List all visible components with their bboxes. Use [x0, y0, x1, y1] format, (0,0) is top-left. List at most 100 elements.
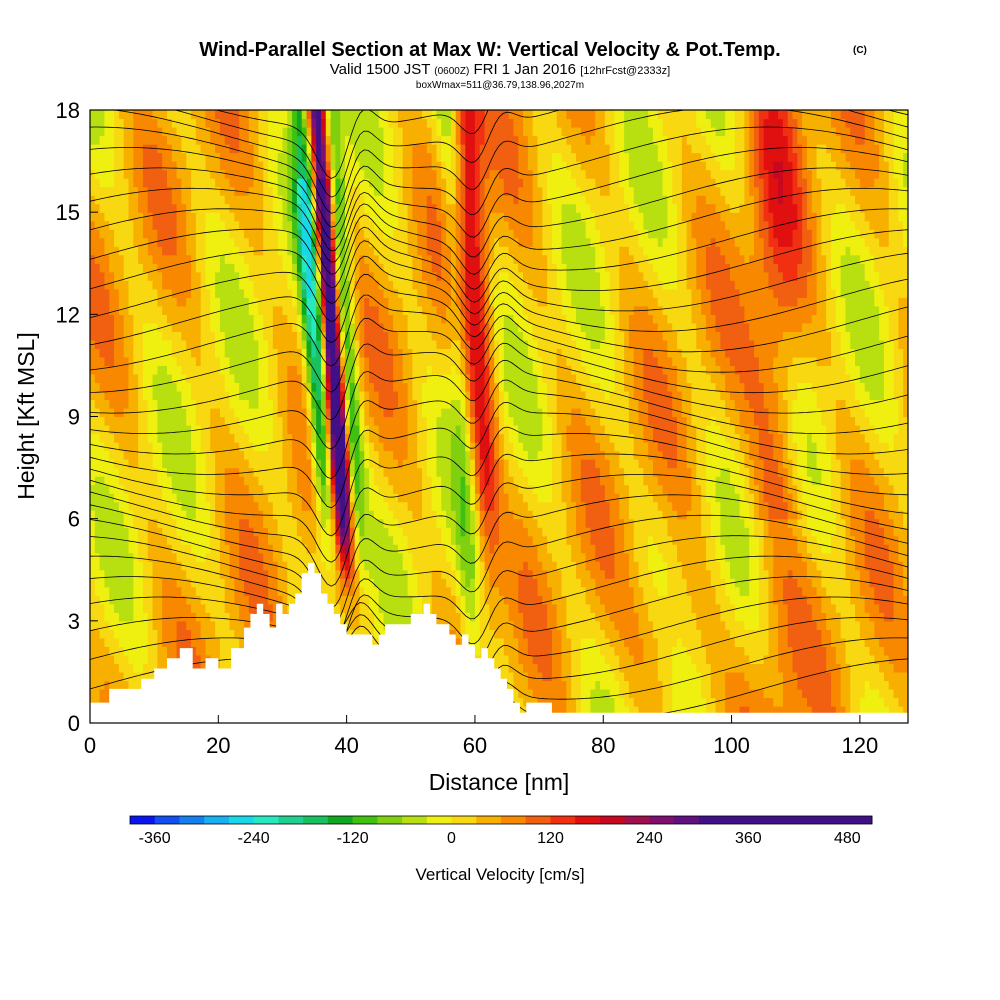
velocity-cell — [864, 688, 871, 699]
velocity-cell — [123, 518, 130, 528]
velocity-cell — [672, 603, 678, 613]
velocity-cell — [494, 561, 500, 571]
velocity-cell — [253, 501, 260, 511]
velocity-cell — [609, 501, 616, 511]
velocity-cell — [874, 603, 880, 613]
velocity-cell — [518, 629, 524, 639]
velocity-cell — [677, 654, 683, 664]
velocity-cell — [831, 697, 837, 707]
velocity-cell — [652, 569, 659, 579]
velocity-cell — [734, 493, 741, 503]
velocity-cell — [436, 561, 442, 571]
velocity-cell — [831, 654, 837, 664]
velocity-cell — [104, 629, 110, 639]
velocity-cell — [229, 535, 235, 545]
velocity-cell — [518, 484, 524, 494]
velocity-cell — [219, 544, 226, 554]
velocity-cell — [345, 535, 351, 545]
velocity-cell — [518, 518, 524, 528]
velocity-cell — [835, 586, 842, 596]
velocity-cell — [157, 569, 163, 579]
velocity-cell — [354, 467, 361, 477]
velocity-cell — [835, 493, 842, 503]
velocity-cell — [325, 578, 332, 588]
velocity-cell — [219, 646, 226, 656]
velocity-cell — [816, 629, 822, 639]
velocity-cell — [248, 544, 255, 554]
velocity-cell — [657, 697, 664, 707]
velocity-cell — [806, 501, 813, 511]
velocity-cell — [754, 612, 760, 622]
velocity-cell — [696, 544, 702, 554]
velocity-cell — [792, 612, 798, 622]
velocity-cell — [325, 561, 332, 571]
velocity-cell — [778, 705, 784, 716]
velocity-cell — [373, 561, 380, 571]
velocity-cell — [600, 578, 606, 588]
velocity-cell — [542, 484, 548, 494]
velocity-cell — [460, 535, 466, 545]
velocity-cell — [585, 476, 592, 486]
velocity-cell — [147, 544, 154, 554]
velocity-cell — [537, 637, 543, 647]
velocity-cell — [604, 637, 611, 647]
velocity-cell — [508, 629, 515, 639]
velocity-cell — [739, 697, 745, 707]
velocity-cell — [306, 510, 312, 520]
velocity-cell — [826, 697, 832, 707]
velocity-cell — [826, 612, 832, 622]
velocity-cell — [489, 646, 495, 656]
velocity-cell — [556, 705, 563, 716]
velocity-cell — [489, 612, 495, 622]
velocity-cell — [888, 620, 895, 630]
velocity-cell — [739, 595, 745, 605]
velocity-cell — [205, 561, 211, 571]
velocity-cell — [826, 578, 832, 588]
velocity-cell — [383, 603, 389, 613]
velocity-cell — [787, 493, 794, 503]
velocity-cell — [277, 527, 284, 537]
velocity-cell — [778, 518, 784, 528]
velocity-cell — [739, 561, 745, 571]
velocity-cell — [123, 612, 130, 622]
chart-subtitle: Valid 1500 JST (0600Z) FRI 1 Jan 2016 [1… — [330, 61, 670, 78]
velocity-cell — [739, 510, 745, 520]
velocity-cell — [239, 561, 245, 571]
velocity-cell — [239, 518, 245, 528]
velocity-cell — [787, 518, 794, 528]
velocity-cell — [349, 484, 356, 494]
velocity-cell — [114, 680, 120, 690]
velocity-cell — [672, 697, 678, 707]
velocity-cell — [874, 569, 880, 579]
velocity-cell — [561, 586, 567, 596]
velocity-cell — [710, 705, 717, 716]
velocity-cell — [782, 484, 789, 494]
velocity-cell — [628, 552, 635, 562]
velocity-cell — [388, 510, 394, 520]
velocity-cell — [484, 544, 490, 554]
velocity-cell — [277, 467, 284, 477]
velocity-cell — [744, 612, 750, 622]
velocity-cell — [879, 510, 885, 520]
velocity-cell — [763, 561, 770, 571]
velocity-cell — [345, 518, 351, 528]
velocity-cell — [547, 510, 553, 520]
velocity-cell — [657, 680, 664, 690]
velocity-cell — [566, 484, 572, 494]
velocity-cell — [638, 586, 644, 596]
velocity-cell — [287, 501, 293, 511]
velocity-cell — [826, 561, 832, 571]
velocity-cell — [166, 646, 173, 656]
velocity-cell — [157, 476, 163, 486]
velocity-cell — [152, 578, 158, 588]
velocity-cell — [162, 484, 168, 494]
velocity-cell — [816, 527, 822, 537]
velocity-cell — [436, 493, 442, 503]
velocity-cell — [234, 612, 240, 622]
velocity-cell — [725, 654, 731, 664]
velocity-cell — [619, 603, 625, 613]
velocity-cell — [705, 620, 712, 630]
subtitle-valid: Valid 1500 JST — [330, 61, 430, 78]
velocity-cell — [580, 663, 587, 673]
velocity-cell — [566, 552, 572, 562]
